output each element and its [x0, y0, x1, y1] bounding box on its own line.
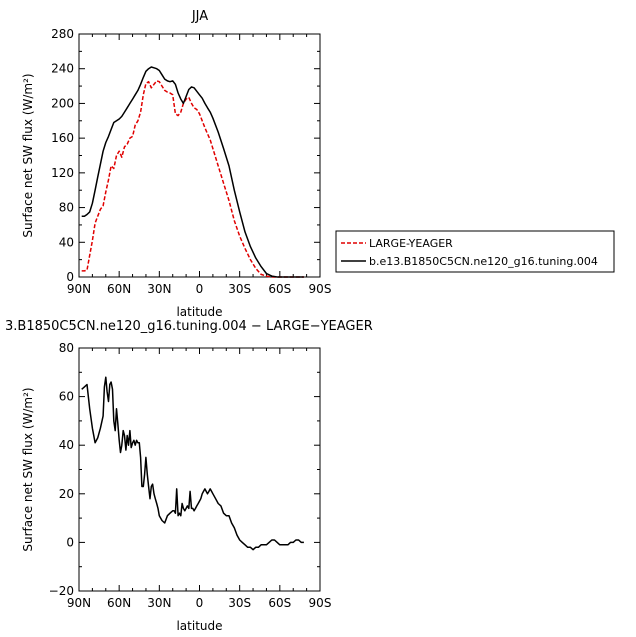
x-tick-label: 60S — [268, 596, 291, 610]
x-axis-label: latitude — [176, 619, 222, 633]
y-tick-label: 160 — [51, 131, 74, 145]
series-line-1 — [81, 376, 304, 551]
x-tick-label: 30N — [147, 596, 171, 610]
y-tick-label: 200 — [51, 96, 74, 110]
x-tick-label: 30N — [147, 282, 171, 296]
chart-2: 3.B1850C5CN.ne120_g16.tuning.004 − LARGE… — [5, 319, 373, 633]
y-tick-label: 80 — [59, 341, 74, 355]
x-tick-label: 30S — [228, 282, 251, 296]
legend-box — [335, 230, 615, 273]
x-tick-label: 90S — [309, 596, 332, 610]
x-tick-label: 60S — [268, 282, 291, 296]
plot-frame — [78, 347, 321, 592]
x-tick-label: 30S — [228, 596, 251, 610]
x-tick-label: 60N — [107, 596, 131, 610]
y-tick-label: 280 — [51, 27, 74, 41]
y-tick-label: 40 — [59, 438, 74, 452]
y-tick-label: 40 — [59, 235, 74, 249]
y-tick-label: 0 — [66, 270, 74, 284]
x-tick-label: 90N — [67, 282, 91, 296]
y-tick-label: 20 — [59, 487, 74, 501]
chart-title: 3.B1850C5CN.ne120_g16.tuning.004 − LARGE… — [5, 319, 373, 334]
plot-frame — [78, 33, 321, 278]
x-tick-label: 60N — [107, 282, 131, 296]
x-axis-label: latitude — [176, 305, 222, 319]
y-tick-label: −20 — [49, 584, 74, 598]
legend-label-2: b.e13.B1850C5CN.ne120_g16.tuning.004 — [369, 255, 598, 268]
y-tick-label: 0 — [66, 535, 74, 549]
chart-1: JJA 90N 60N 30N 0 30S 60S 90S 0 40 80 120 160 200 240 2… — [21, 9, 615, 319]
y-tick-label: 60 — [59, 390, 74, 404]
x-tick-label: 90N — [67, 596, 91, 610]
y-tick-label: 120 — [51, 166, 74, 180]
y-axis-label: Surface net SW flux (W/m²) — [21, 73, 35, 237]
x-tick-label: 0 — [196, 596, 204, 610]
y-axis-label: Surface net SW flux (W/m²) — [21, 387, 35, 551]
y-tick-label: 80 — [59, 201, 74, 215]
y-tick-label: 240 — [51, 62, 74, 76]
x-tick-label: 90S — [309, 282, 332, 296]
series-line-1 — [81, 80, 304, 278]
legend-label-1: LARGE-YEAGER — [369, 237, 453, 250]
series-line-2 — [81, 66, 304, 278]
chart-title: JJA — [191, 9, 208, 24]
legend: LARGE-YEAGER b.e13.B1850C5CN.ne120_g16.tu… — [335, 230, 615, 273]
x-tick-label: 0 — [196, 282, 204, 296]
